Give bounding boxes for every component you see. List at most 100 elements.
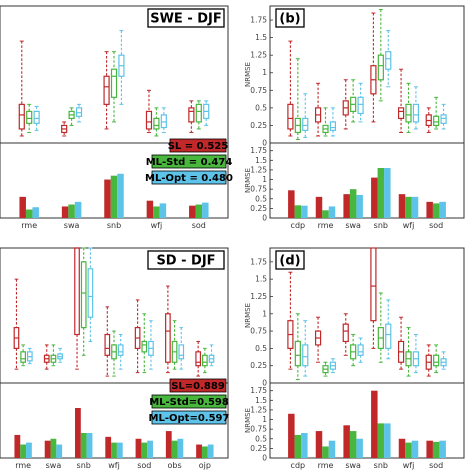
bar-sl [19, 196, 26, 218]
y-tick-label: 1.75 [250, 257, 267, 266]
box-iqr [302, 117, 309, 131]
x-tick-label: obs [168, 461, 182, 470]
bar-ml-opt [356, 194, 363, 218]
y-tick-label: 0.5 [255, 344, 267, 353]
bar-ml-opt [356, 438, 363, 458]
y-tick-label: 0.5 [255, 194, 267, 203]
y-tick-label: 0.5 [255, 434, 267, 443]
bar-ml-std [20, 444, 27, 458]
panel-title: SWE - DJF [150, 12, 222, 27]
x-tick-label: wfj [151, 221, 163, 230]
box-iqr [370, 247, 377, 322]
x-tick-label: cdp [291, 461, 306, 470]
barplot-frame [269, 142, 465, 219]
bar-ml-opt [117, 173, 124, 218]
bar-sl [315, 431, 323, 458]
box-iqr [405, 103, 412, 123]
bar-ml-opt [207, 444, 214, 458]
y-axis-label: NRMSE [244, 62, 252, 87]
box-iqr [202, 354, 208, 367]
bar-sl [135, 438, 142, 458]
x-tick-label: sod [429, 221, 443, 230]
bar-sl [398, 438, 406, 458]
box-iqr [357, 96, 364, 115]
y-tick-label: 1 [262, 415, 267, 424]
y-tick-label: 0 [262, 379, 267, 388]
box-iqr [87, 268, 94, 318]
box-iqr [104, 333, 111, 356]
bar-sl [14, 434, 21, 458]
y-tick-label: 1.75 [250, 16, 267, 25]
bar-ml-opt [32, 207, 39, 218]
box-iqr [385, 51, 392, 70]
bar-ml-std [405, 442, 412, 458]
x-tick-label: sod [429, 461, 443, 470]
bar-ml-opt [26, 442, 32, 458]
bar-sl [61, 206, 69, 218]
bar-sl [165, 431, 172, 458]
panel-d: 000.250.250.50.50.750.75111.251.251.51.5… [244, 247, 465, 470]
bar-ml-opt [56, 444, 63, 458]
bar-ml-std [153, 206, 160, 218]
bar-ml-std [110, 175, 118, 218]
title-box [147, 8, 225, 28]
box-iqr [294, 340, 301, 367]
box-iqr [342, 323, 349, 343]
legend-text: ML-Std = 0.474 [146, 157, 233, 168]
bar-ml-std [294, 434, 302, 458]
bar-sl [398, 194, 406, 218]
box-iqr [412, 103, 420, 123]
box-iqr [141, 340, 148, 353]
x-tick-label: rme [318, 461, 334, 470]
legend-box-ml-opt [151, 170, 227, 185]
legend-box-ml-opt [151, 410, 227, 425]
box-iqr [160, 114, 167, 129]
legend-text: ML-Opt=0.597 [149, 413, 230, 424]
panel-title: SD - DJF [156, 254, 215, 269]
bar-sl [343, 194, 350, 218]
bar-sl [371, 177, 378, 218]
y-tick-label: 1.5 [255, 156, 267, 165]
y-tick-label: 1.5 [255, 275, 267, 284]
bar-ml-std [322, 446, 329, 458]
legend-box-ml-std [151, 154, 227, 169]
bar-ml-opt [439, 440, 446, 458]
x-tick-label: swa [345, 461, 361, 470]
x-tick-label: wfj [403, 461, 415, 470]
x-tick-label: ojp [199, 461, 211, 470]
box-iqr [33, 110, 40, 124]
bar-ml-std [201, 446, 208, 458]
bar-sl [288, 413, 295, 458]
box-iqr [75, 107, 83, 117]
legend-box-sl [169, 378, 227, 393]
y-tick-label: 0.5 [255, 103, 267, 112]
box-iqr [74, 247, 80, 336]
box-iqr [178, 344, 185, 360]
bar-ml-std [432, 203, 440, 218]
bar-ml-std [432, 441, 440, 458]
bar-ml-std [50, 438, 57, 458]
y-tick-label: 0 [262, 454, 267, 463]
y-tick-label: 0 [262, 139, 267, 148]
bar-sl [189, 205, 196, 218]
box-iqr [433, 354, 440, 367]
x-tick-label: wfj [403, 221, 415, 230]
y-tick-label: 0.25 [250, 121, 267, 130]
y-tick-label: 1.75 [250, 386, 267, 395]
x-tick-label: snb [374, 461, 388, 470]
box-iqr [397, 107, 405, 120]
barplot-frame [269, 382, 465, 459]
box-iqr [440, 114, 447, 124]
bar-sl [44, 440, 51, 458]
box-iqr [26, 110, 33, 124]
legend-box-sl [169, 138, 227, 153]
x-tick-label: rme [318, 221, 334, 230]
x-tick-label: sod [192, 221, 206, 230]
x-tick-label: sod [137, 461, 151, 470]
panel-a: rme swa snb wfj sod SWE - DJF SL = 0.525 ML-Std… [0, 5, 233, 230]
legend-box-ml-std [151, 394, 227, 409]
x-tick-label: wfj [108, 461, 120, 470]
bar-ml-opt [301, 205, 308, 218]
box-iqr [110, 68, 118, 98]
bar-ml-std [349, 431, 357, 458]
